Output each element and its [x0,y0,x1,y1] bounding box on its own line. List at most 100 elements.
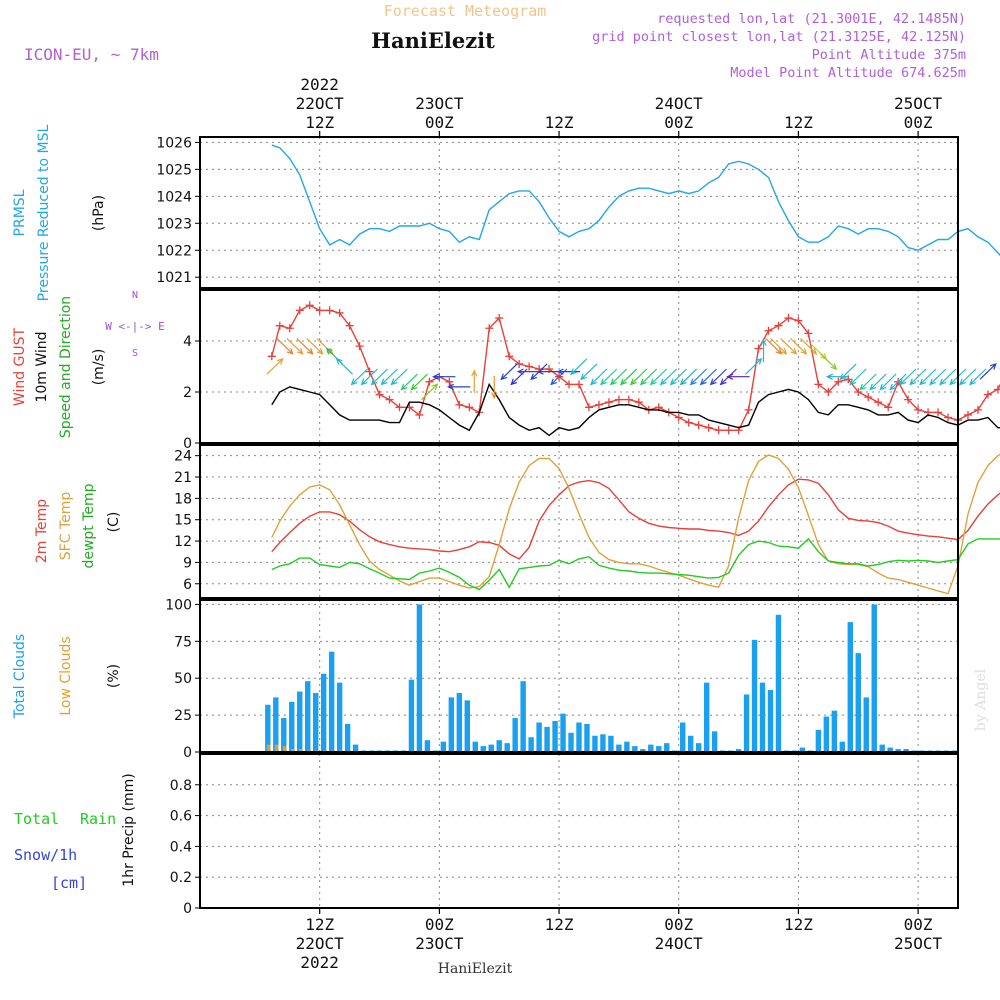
total-cloud-bar [336,682,343,752]
total-cloud-bar [352,744,359,752]
total-cloud-bar [839,741,846,752]
total-cloud-bar [775,614,782,752]
wind-direction-arrow [979,362,997,380]
y-tick-label: 1021 [156,270,192,286]
total-cloud-bar [711,731,718,752]
wind-direction-arrow [370,368,388,386]
total-cloud-bar [265,704,271,752]
footer-location: HaniElezit [438,961,513,977]
chart-title: Forecast Meteogram [384,2,547,20]
wind-direction-arrow [839,363,857,381]
wind-direction-arrow [669,368,688,386]
total-cloud-bar [903,749,909,752]
total-cloud-bar [456,692,463,752]
gust-marker [385,395,394,404]
wind-direction-arrow [726,373,750,380]
wind-labels: Wind GUST 10m Wind Speed and Direction (… [12,290,165,438]
y-tick-label: 1025 [156,162,192,178]
time-label: 22OCT [296,94,345,113]
time-label: 12Z [784,113,813,132]
y-tick-label: 1024 [156,189,192,205]
time-label: 00Z [425,113,454,132]
wind-direction-arrow [879,373,897,391]
total-cloud-bar [448,697,455,752]
total-cloud-bar [408,679,415,752]
y-tick-label: 24 [174,449,192,465]
compass-west-east: W <-|-> E [105,320,165,333]
total-cloud-bar [328,651,335,752]
wind-direction-arrow [580,363,598,381]
time-label: 25OCT [894,94,943,113]
wind-direction-arrow [859,373,877,391]
gust-marker [993,385,1000,394]
total-cloud-bar [608,735,614,752]
wind-direction-arrow [431,373,456,380]
low-cloud-bar [282,746,287,752]
total-cloud-bar [464,700,470,752]
wind-direction-arrow [709,368,727,386]
gust-marker [764,326,773,335]
pressure-unit: (hPa) [91,195,107,231]
pressure-frame [199,136,959,289]
compass-north: N [132,290,138,301]
total-cloud-bar [616,744,622,752]
gust-marker [355,342,364,351]
wind-direction-arrow [609,368,628,386]
cloud-unit: (%) [106,664,122,688]
total-cloud-bar [879,744,885,752]
total-cloud-bar [344,723,351,752]
y-tick-label: 50 [174,671,192,687]
wind-direction-arrow [909,368,927,386]
total-cloud-bar [680,722,686,752]
gust-marker [525,362,534,371]
total-cloud-bar [520,681,526,752]
total-clouds-label: Total Clouds [12,634,28,719]
gust-marker [495,314,504,323]
gust-marker [874,398,883,407]
total-cloud-bar [592,735,598,752]
sfc-temp-label: SFC Temp [58,492,74,561]
y-tick-label: 100 [165,597,192,613]
gust-marker [744,405,753,414]
gust-marker [854,388,863,396]
gust-marker [864,393,873,402]
time-label: 2022 [300,75,339,94]
gust-label: Wind GUST [12,327,28,406]
total-cloud-bar [552,721,558,752]
gust-marker [285,324,294,333]
y-tick-label: 12 [174,534,192,550]
watermark: by Angel [973,668,989,731]
total-cloud-bar [887,747,893,752]
precip-labels: Total Rain Snow/1h [cm] 1hr Precip (mm) [14,773,137,892]
y-tick-label: 25 [174,708,192,724]
gust-marker [565,380,574,389]
y-tick-label: 1022 [156,243,192,259]
wind-direction-arrow [335,357,353,375]
total-cloud-bar [416,604,423,752]
time-label: 00Z [425,915,454,934]
total-cloud-bar [528,737,534,752]
total-cloud-bar [568,732,574,752]
gust-marker [983,390,992,399]
gust-marker [684,418,693,427]
y-tick-label: 0.2 [170,870,192,886]
location-title: HaniElezit [371,28,495,53]
pressure-msl-label: Pressure Reduced to MSL [36,124,52,301]
total-cloud-bar [895,749,901,752]
y-tick-label: 0 [183,745,192,761]
wind-direction-arrow [590,368,608,386]
total-cloud-bar [305,681,311,752]
wind-direction-arrow [629,368,648,386]
total-cloud-bar [847,622,853,752]
temperature-frame [199,444,959,599]
wind-direction-arrow [800,337,818,355]
wind-direction-arrow [959,368,977,386]
wind-direction-arrow [679,368,698,386]
requested-coords: requested lon,lat (21.3001E, 42.1485N) [657,11,966,27]
gust-marker [714,426,723,435]
total-cloud-bar [871,604,877,752]
time-label: 12Z [784,915,813,934]
y-tick-label: 0 [183,436,192,452]
clouds-panel: 0 25 50 75 100 [165,597,959,761]
